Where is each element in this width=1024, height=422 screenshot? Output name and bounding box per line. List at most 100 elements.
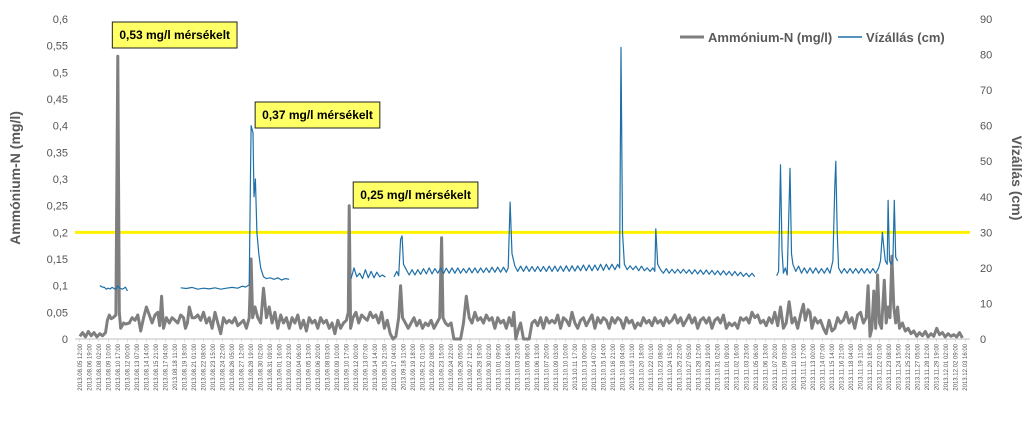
x-tick-label: 2013.10.22 01:00 (649, 343, 655, 390)
x-tick-label: 2013.09.17 04:00 (392, 343, 398, 390)
annotation-callout: 0,37 mg/l mérsékelt (254, 101, 381, 129)
left-tick-label: 0,25 (47, 201, 68, 213)
x-tick-label: 2013.11.25 22:00 (906, 343, 912, 390)
x-tick-label: 2013.08.05 12:00 (78, 343, 84, 390)
annotation-box (111, 21, 238, 49)
x-tick-label: 2013.09.19 18:00 (411, 343, 417, 390)
x-tick-label: 2013.10.09 03:00 (554, 343, 560, 390)
x-tick-label: 2013.11.24 15:00 (897, 343, 903, 390)
x-tick-label: 2013.09.04 06:00 (297, 343, 303, 390)
right-tick-label: 20 (980, 263, 992, 275)
x-tick-label: 2013.09.23 15:00 (440, 343, 446, 390)
x-tick-label: 2013.10.10 10:00 (563, 343, 569, 390)
x-tick-label: 2013.11.19 11:00 (859, 343, 865, 389)
x-tick-label: 2013.08.27 12:00 (240, 343, 246, 390)
x-tick-label: 2013.11.13 00:00 (811, 343, 817, 390)
x-tick-label: 2013.09.02 23:00 (287, 343, 293, 390)
x-tick-label: 2013.08.30 02:00 (259, 343, 265, 390)
x-tick-label: 2013.11.05 06:00 (754, 343, 760, 390)
x-tick-label: 2013.10.19 11:00 (630, 343, 636, 390)
x-tick-label: 2013.10.05 06:00 (525, 343, 531, 390)
right-tick-label: 70 (980, 85, 992, 97)
x-tick-label: 2013.08.14 14:00 (144, 343, 150, 390)
right-tick-label: 10 (980, 298, 992, 310)
left-y-axis: 0 0,05 0,1 0,15 0,2 0,25 0,3 0,35 0,4 0,45 0,5 0,55… (47, 14, 68, 346)
x-tick-label: 2013.11.09 03:00 (782, 343, 788, 390)
x-tick-label: 2013.09.27 12:00 (468, 343, 474, 390)
x-tick-label: 2013.08.12 00:00 (125, 343, 131, 390)
legend: Ammónium-N (mg/l) Vízállás (cm) (680, 30, 945, 45)
x-tick-label: 2013.11.07 20:00 (773, 343, 779, 390)
x-tick-label: 2013.11.03 23:00 (744, 343, 750, 390)
x-tick-label: 2013.10.27 05:00 (687, 343, 693, 390)
x-tick-label: 2013.08.17 04:00 (163, 343, 169, 390)
annotation-text: 0,53 mg/l mérsékelt (119, 28, 230, 42)
x-tick-label: 2013.11.02 16:00 (735, 343, 741, 390)
x-tick-label: 2013.09.09 10:00 (335, 343, 341, 390)
x-tick-label: 2013.11.29 19:00 (935, 343, 941, 390)
right-axis-title: Vízállás (cm) (1009, 136, 1024, 221)
x-tick-label: 2013.09.06 20:00 (316, 343, 322, 390)
right-tick-label: 80 (980, 50, 992, 62)
x-tick-label: 2013.08.31 09:00 (268, 343, 274, 390)
x-tick-label: 2013.08.06 19:00 (87, 343, 93, 390)
x-tick-label: 2013.11.01 09:00 (725, 343, 731, 390)
left-tick-label: 0 (62, 334, 68, 346)
x-tick-label: 2013.09.05 13:00 (306, 343, 312, 390)
series-line-water-level (99, 285, 128, 292)
right-tick-label: 40 (980, 192, 992, 204)
x-tick-label: 2013.11.16 21:00 (839, 343, 845, 390)
annotation-layer: 0,53 mg/l mérsékelt 0,37 mg/l mérsékelt 0,… (111, 21, 479, 209)
x-tick-label: 2013.08.22 08:00 (202, 343, 208, 390)
x-tick-label: 2013.12.01 02:00 (944, 343, 950, 390)
series-line-water-level (180, 125, 290, 290)
x-tick-label: 2013.09.01 16:00 (278, 343, 284, 390)
x-tick-label: 2013.09.08 03:00 (325, 343, 331, 390)
x-tick-label: 2013.10.23 08:00 (659, 343, 665, 390)
x-tick-label: 2013.10.07 20:00 (544, 343, 550, 390)
x-tick-label: 2013.10.02 16:00 (506, 343, 512, 390)
left-tick-label: 0,3 (53, 174, 68, 186)
x-tick-label: 2013.10.20 18:00 (640, 343, 646, 390)
x-tick-label: 2013.09.22 08:00 (430, 343, 436, 390)
x-tick-label: 2013.09.21 01:00 (421, 343, 427, 390)
x-tick-label: 2013.09.24 22:00 (449, 343, 455, 390)
x-tick-label: 2013.08.13 07:00 (135, 343, 141, 390)
x-tick-label: 2013.10.06 13:00 (535, 343, 541, 390)
x-tick-label: 2013.11.11 17:00 (801, 343, 807, 389)
left-axis-title: Ammónium-N (mg/l) (7, 111, 23, 245)
x-tick-label: 2013.08.21 01:00 (192, 343, 198, 390)
x-tick-label: 2013.10.29 19:00 (706, 343, 712, 390)
x-tick-label: 2013.11.28 12:00 (925, 343, 931, 390)
annotation-box (254, 101, 381, 129)
left-tick-label: 0,2 (53, 227, 68, 239)
left-tick-label: 0,5 (53, 67, 68, 79)
annotation-box (352, 181, 479, 209)
x-tick-label: 2013.09.12 00:00 (354, 343, 360, 390)
x-tick-label: 2013.08.18 11:00 (173, 343, 179, 390)
x-tick-label: 2013.10.14 07:00 (592, 343, 598, 390)
x-tick-label: 2013.11.20 18:00 (868, 343, 874, 390)
x-tick-label: 2013.08.19 18:00 (182, 343, 188, 390)
legend-label-water-level: Vízállás (cm) (866, 30, 945, 45)
x-axis: 2013.08.05 12:00 2013.08.06 19:00 2013.08.… (78, 339, 969, 391)
x-tick-label: 2013.11.22 01:00 (878, 343, 884, 390)
right-tick-label: 50 (980, 156, 992, 168)
series-line-water-level (350, 267, 386, 280)
x-tick-label: 2013.09.14 14:00 (373, 343, 379, 390)
annotation-text: 0,37 mg/l mérsékelt (262, 108, 373, 122)
x-tick-label: 2013.09.13 07:00 (363, 343, 369, 390)
left-tick-label: 0,05 (47, 307, 68, 319)
x-tick-label: 2013.10.31 02:00 (716, 343, 722, 390)
x-tick-label: 2013.11.15 14:00 (830, 343, 836, 390)
annotation-callout: 0,53 mg/l mérsékelt (111, 21, 238, 49)
x-tick-label: 2013.08.28 19:00 (249, 343, 255, 390)
x-tick-label: 2013.11.10 10:00 (792, 343, 798, 390)
series-line-water-level (776, 160, 899, 276)
x-tick-label: 2013.08.26 05:00 (230, 343, 236, 390)
x-tick-label: 2013.09.15 21:00 (382, 343, 388, 390)
x-tick-label: 2013.09.28 19:00 (478, 343, 484, 390)
series-line-ammonium (78, 54, 964, 341)
legend-label-ammonium: Ammónium-N (mg/l) (708, 30, 832, 45)
